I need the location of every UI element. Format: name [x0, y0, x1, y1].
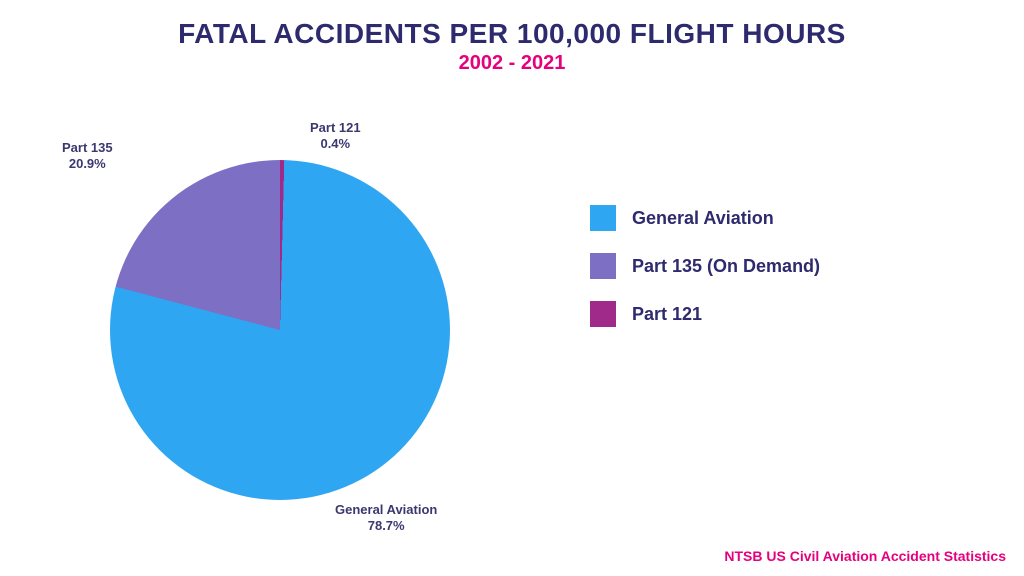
- legend: General Aviation Part 135 (On Demand) Pa…: [590, 205, 820, 349]
- legend-item-general-aviation: General Aviation: [590, 205, 820, 231]
- title-block: FATAL ACCIDENTS PER 100,000 FLIGHT HOURS…: [0, 0, 1024, 75]
- slice-label-part121: Part 121 0.4%: [310, 120, 361, 153]
- chart-title: FATAL ACCIDENTS PER 100,000 FLIGHT HOURS: [0, 18, 1024, 50]
- pie-disc: [110, 160, 450, 500]
- slice-label-name: Part 121: [310, 120, 361, 136]
- legend-label: Part 121: [632, 304, 702, 325]
- slice-label-name: Part 135: [62, 140, 113, 156]
- slice-label-pct: 20.9%: [62, 156, 113, 172]
- legend-item-part121: Part 121: [590, 301, 820, 327]
- legend-swatch: [590, 301, 616, 327]
- legend-item-part135: Part 135 (On Demand): [590, 253, 820, 279]
- legend-label: Part 135 (On Demand): [632, 256, 820, 277]
- slice-label-pct: 0.4%: [310, 136, 361, 152]
- chart-subtitle: 2002 - 2021: [0, 52, 1024, 75]
- legend-label: General Aviation: [632, 208, 774, 229]
- legend-swatch: [590, 205, 616, 231]
- slice-label-general-aviation: General Aviation 78.7%: [335, 502, 437, 535]
- legend-swatch: [590, 253, 616, 279]
- pie-chart: Part 121 0.4% General Aviation 78.7% Par…: [80, 130, 480, 530]
- slice-label-part135: Part 135 20.9%: [62, 140, 113, 173]
- slice-label-pct: 78.7%: [335, 518, 437, 534]
- slice-label-name: General Aviation: [335, 502, 437, 518]
- source-attribution: NTSB US Civil Aviation Accident Statisti…: [724, 548, 1006, 564]
